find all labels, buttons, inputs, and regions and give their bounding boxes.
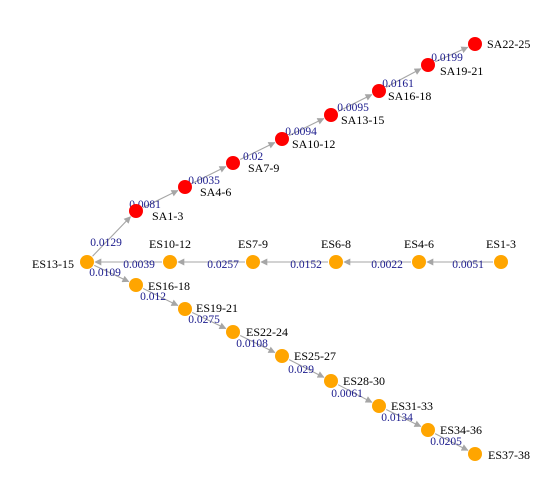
nodes-layer [80,37,508,461]
edge-weight-label: 0.0205 [430,436,462,448]
edge-es31-33-to-es34-36 [385,409,422,427]
node-label-sa1-3: SA1-3 [152,209,183,223]
edge-es16-18-to-es19-21 [142,288,179,306]
node-labels-layer: SA22-25 SA19-21 SA16-18 SA13-15 SA10-12 SA7-9… [32,37,530,462]
edge-weight-label: 0.0061 [331,388,363,400]
node-label-es4-6: ES4-6 [404,237,434,251]
node-label-es6-8: ES6-8 [321,237,351,251]
node-sa13-15 [324,108,338,122]
node-label-sa19-21: SA19-21 [440,64,483,78]
edge-weight-label: 0.0109 [89,267,121,279]
node-label-sa13-15: SA13-15 [341,113,384,127]
node-label-es13-15: ES13-15 [32,257,74,271]
node-label-es28-30: ES28-30 [343,374,385,388]
node-label-es16-18: ES16-18 [148,279,190,293]
node-es34-36 [421,423,435,437]
edge-es22-24-to-es25-27 [239,335,276,353]
node-sa4-6 [178,180,192,194]
edge-weight-label: 0.0134 [381,412,413,424]
node-es19-21 [178,302,192,316]
node-label-sa22-25: SA22-25 [487,37,530,51]
node-sa19-21 [421,58,435,72]
node-label-es34-36: ES34-36 [440,423,482,437]
node-label-sa10-12: SA10-12 [292,137,335,151]
edge-es25-27-to-es28-30 [288,359,325,378]
edge-weight-label: 0.02 [243,151,263,163]
edge-weight-label: 0.0152 [290,259,322,271]
edge-weight-label: 0.0035 [188,175,220,187]
edge-weight-label: 0.0039 [123,259,155,271]
edge-weight-label: 0.0275 [188,314,220,326]
node-label-es25-27: ES25-27 [294,349,336,363]
edge-weight-label: 0.012 [140,291,166,303]
node-es31-33 [372,399,386,413]
edge-weight-label: 0.0257 [207,259,239,271]
node-sa7-9 [226,156,240,170]
node-label-es7-9: ES7-9 [238,237,268,251]
node-label-es22-24: ES22-24 [246,325,288,339]
node-es7-9 [246,255,260,269]
edge-weight-label: 0.029 [288,364,314,376]
edge-sa19-21-to-sa22-25 [435,46,469,63]
node-es28-30 [324,374,338,388]
edge-weight-label: 0.0161 [382,78,414,90]
node-es22-24 [226,325,240,339]
edge-sa16-18-to-sa19-21 [385,68,422,88]
node-label-es19-21: ES19-21 [196,301,238,315]
node-es16-18 [129,278,143,292]
node-sa16-18 [372,84,386,98]
edge-es13-15-to-sa1-3 [92,216,131,257]
edge-sa4-6-to-sa7-9 [191,166,227,184]
node-label-es1-3: ES1-3 [486,237,516,251]
edge-weight-label: 0.0051 [452,259,484,271]
edges-layer [92,46,493,451]
node-label-sa7-9: SA7-9 [248,161,279,175]
node-sa1-3 [129,204,143,218]
node-es10-12 [163,255,177,269]
edge-es34-36-to-es37-38 [434,433,469,451]
edge-sa7-9-to-sa10-12 [239,142,276,160]
edge-weight-label: 0.0095 [337,102,369,114]
edge-weight-label: 0.0129 [90,237,122,249]
edge-es19-21-to-es22-24 [191,311,227,330]
edge-sa10-12-to-sa13-15 [288,118,325,136]
node-es1-3 [494,255,508,269]
node-es4-6 [412,255,426,269]
node-label-sa16-18: SA16-18 [388,89,431,103]
node-label-es31-33: ES31-33 [391,399,433,413]
edge-weight-label: 0.0199 [431,52,463,64]
edge-weight-label: 0.0022 [371,259,403,271]
node-label-es37-38: ES37-38 [488,448,530,462]
node-es37-38 [468,447,482,461]
node-sa22-25 [468,37,482,51]
edge-es13-15-to-es16-18 [94,264,130,283]
edge-weight-label: 0.0094 [285,126,317,138]
edge-sa1-3-to-sa4-6 [142,190,179,208]
node-label-es10-12: ES10-12 [149,237,191,251]
node-es6-8 [329,255,343,269]
edge-weight-label: 0.0108 [236,338,268,350]
node-label-sa4-6: SA4-6 [200,185,231,199]
node-es25-27 [275,349,289,363]
node-sa10-12 [275,132,289,146]
edge-sa13-15-to-sa16-18 [337,94,373,112]
node-es13-15 [80,255,94,269]
edge-es28-30-to-es31-33 [337,384,373,403]
